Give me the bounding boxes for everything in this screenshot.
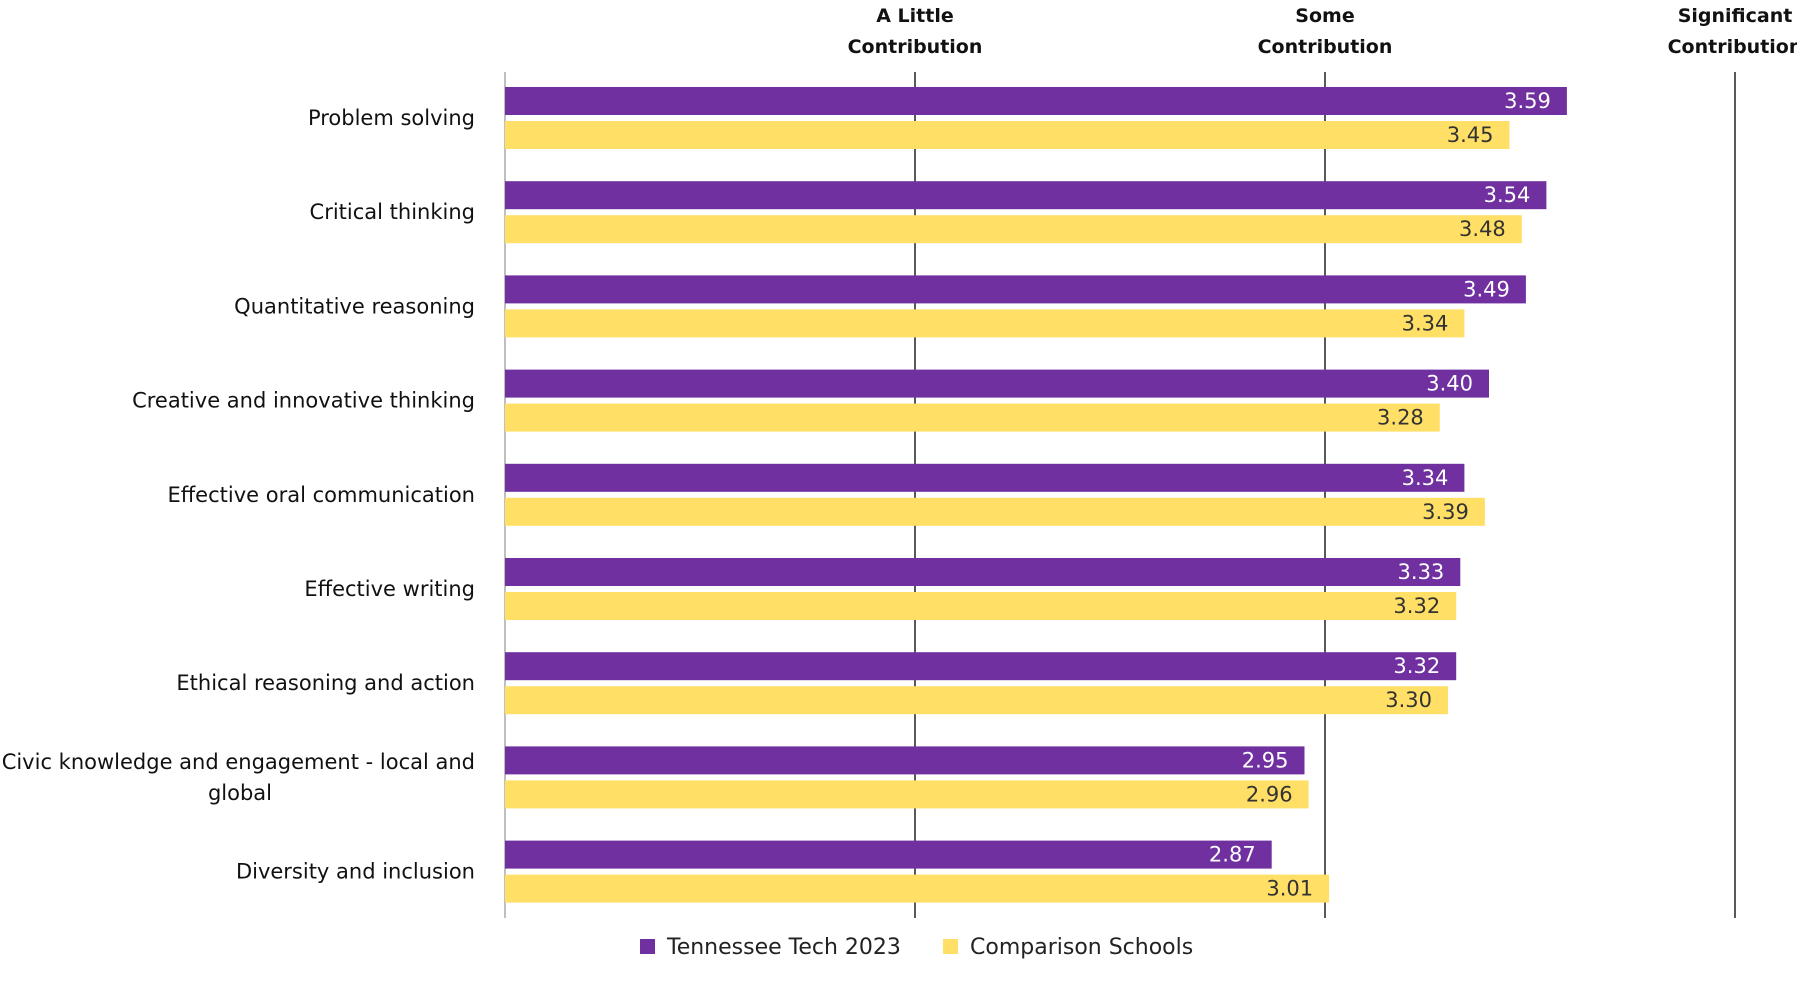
data-label: 3.48 [1459, 217, 1506, 241]
data-label: 2.87 [1209, 843, 1256, 867]
data-label: 3.32 [1393, 654, 1440, 678]
category-label-line: Quantitative reasoning [234, 294, 475, 318]
bar [505, 215, 1522, 244]
legend-label: Comparison Schools [970, 935, 1193, 960]
bar [505, 746, 1305, 775]
bar [505, 403, 1440, 432]
bar [505, 497, 1485, 526]
category-label: Quantitative reasoning [234, 294, 475, 318]
bar [505, 558, 1461, 586]
category-label-line: global [208, 781, 272, 805]
reference-label: Contribution [1258, 36, 1393, 58]
reference-label: A Little [876, 5, 954, 27]
reference-label: Contribution [848, 36, 983, 58]
category-label: Effective writing [304, 577, 475, 601]
bar [505, 780, 1309, 809]
data-label: 3.34 [1402, 466, 1449, 490]
data-label: 3.34 [1402, 311, 1449, 335]
category-label: Diversity and inclusion [236, 860, 475, 884]
data-label: 3.54 [1484, 183, 1531, 207]
legend-swatch [943, 939, 958, 954]
category-label-line: Effective oral communication [167, 483, 475, 507]
reference-label: Contribution [1668, 36, 1797, 58]
category-label: Effective oral communication [167, 483, 475, 507]
category-label: Ethical reasoning and action [176, 671, 475, 695]
bar [505, 181, 1547, 210]
category-label: Civic knowledge and engagement - local a… [2, 750, 475, 805]
bar [505, 592, 1457, 620]
category-label-line: Civic knowledge and engagement - local a… [2, 750, 475, 774]
category-label: Problem solving [308, 106, 475, 130]
data-label: 3.39 [1422, 500, 1469, 524]
reference-label: Some [1295, 5, 1354, 27]
data-label: 2.96 [1246, 782, 1293, 806]
category-label-line: Critical thinking [310, 200, 475, 224]
bar [505, 121, 1510, 149]
data-label: 3.28 [1377, 406, 1424, 430]
data-label: 2.95 [1242, 748, 1289, 772]
bar [505, 309, 1465, 338]
bar [505, 369, 1489, 398]
bar [505, 652, 1457, 681]
data-label: 3.40 [1426, 372, 1473, 396]
reference-label: Significant [1678, 5, 1793, 27]
bar [505, 874, 1330, 903]
bar [505, 840, 1272, 869]
bar [505, 87, 1567, 115]
data-label: 3.30 [1385, 688, 1432, 712]
data-label: 3.33 [1398, 560, 1445, 584]
bar [505, 686, 1448, 715]
data-label: 3.01 [1266, 877, 1313, 901]
category-label: Critical thinking [310, 200, 475, 224]
data-label: 3.49 [1463, 277, 1510, 301]
data-label: 3.59 [1504, 89, 1551, 113]
category-label-line: Creative and innovative thinking [132, 389, 475, 413]
bar [505, 275, 1526, 304]
bar [505, 463, 1465, 492]
category-label-line: Effective writing [304, 577, 475, 601]
data-label: 3.45 [1447, 123, 1494, 147]
data-label: 3.32 [1393, 594, 1440, 618]
category-label-line: Ethical reasoning and action [176, 671, 475, 695]
category-label-line: Problem solving [308, 106, 475, 130]
category-label-line: Diversity and inclusion [236, 860, 475, 884]
category-label: Creative and innovative thinking [132, 389, 475, 413]
legend-swatch [640, 939, 655, 954]
legend-label: Tennessee Tech 2023 [666, 935, 901, 960]
